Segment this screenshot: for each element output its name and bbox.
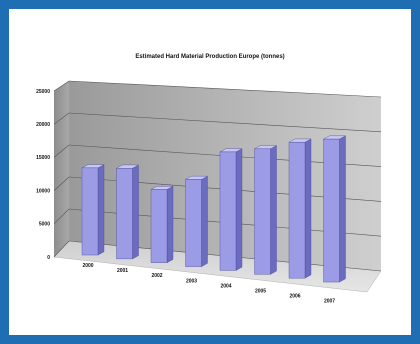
side-gridline-10000 (53, 176, 70, 191)
x-tick-label: 2005 (255, 288, 266, 294)
bar-2006 (288, 142, 306, 279)
bar-2003 (185, 179, 202, 267)
bars (81, 135, 346, 283)
gridline-20000 (68, 112, 382, 133)
bar-2002 (150, 189, 168, 263)
left-side-wall (54, 81, 69, 257)
x-tick-label: 2007 (324, 299, 335, 305)
y-tick-label: 20000 (36, 122, 50, 128)
side-gridline-5000 (53, 208, 70, 225)
x-tick-label: 2004 (220, 283, 231, 289)
side-gridline-25000 (53, 80, 70, 92)
y-axis-ticks: 0 5000 10000 15000 20000 25000 (36, 89, 50, 261)
y-tick-label: 0 (47, 255, 50, 261)
x-tick-label: 2003 (186, 278, 197, 284)
bar-2007 (323, 138, 340, 283)
chart-svg: Estimated Hard Material Production Europ… (36, 54, 382, 305)
side-gridline-0 (53, 240, 70, 258)
bar-side-2000 (97, 164, 105, 256)
x-tick-label: 2002 (151, 273, 162, 279)
bar-side-2005 (270, 145, 277, 275)
x-tick-label: 2000 (82, 263, 93, 269)
y-tick-label: 25000 (36, 89, 50, 95)
bar-side-2001 (132, 164, 139, 260)
bar-2000 (81, 167, 99, 256)
bar-side-2002 (166, 185, 174, 264)
bar-side-2003 (201, 175, 208, 267)
x-axis-ticks: 2000 2001 2002 2003 2004 2005 2006 2007 (82, 263, 335, 304)
x-tick-label: 2006 (289, 293, 300, 299)
y-tick-label: 10000 (36, 188, 50, 194)
side-gridline-20000 (53, 112, 70, 125)
side-gridline-15000 (53, 144, 70, 158)
y-tick-label: 5000 (39, 222, 50, 228)
bar-2001 (116, 168, 133, 260)
bar-side-2007 (339, 135, 346, 283)
bar-side-2004 (235, 148, 243, 271)
bar-2005 (254, 148, 271, 275)
bar-side-2006 (304, 138, 312, 279)
chart-title: Estimated Hard Material Production Europ… (135, 54, 284, 60)
y-tick-label: 15000 (36, 155, 50, 161)
gridline-25000 (68, 80, 382, 98)
bar-2004 (219, 151, 237, 271)
chart-card: Estimated Hard Material Production Europ… (9, 9, 411, 335)
x-tick-label: 2001 (117, 268, 128, 274)
